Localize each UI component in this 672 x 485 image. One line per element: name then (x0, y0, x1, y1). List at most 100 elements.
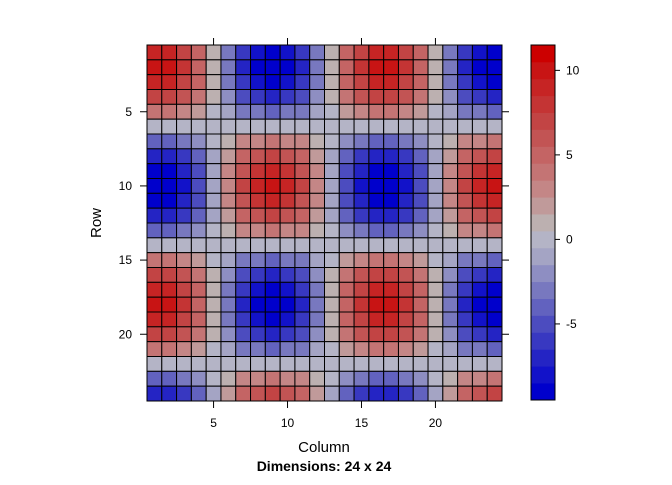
heatmap-cell (383, 341, 399, 358)
heatmap-cell (205, 59, 222, 76)
x-tick-label: 10 (281, 416, 295, 430)
heatmap-cell (442, 237, 459, 254)
heatmap-cell (471, 237, 488, 254)
heatmap-cell (427, 207, 444, 224)
heatmap-cell (309, 207, 325, 224)
heatmap-cell (161, 281, 178, 298)
heatmap-cell (279, 341, 296, 358)
heatmap-cell (190, 44, 207, 61)
heatmap-cell (146, 207, 163, 224)
heatmap-cell (383, 59, 399, 76)
heatmap-cell (471, 326, 488, 343)
heatmap-cell (309, 296, 325, 313)
colorbar-segment (531, 214, 555, 232)
heatmap-cell (146, 311, 163, 328)
heatmap-cell (294, 222, 311, 239)
heatmap-cell (427, 44, 444, 61)
heatmap-cell (309, 267, 325, 283)
heatmap-cell (383, 267, 399, 283)
colorbar-segment (531, 129, 555, 147)
heatmap-cell (309, 281, 325, 298)
heatmap-cell (324, 118, 340, 135)
heatmap-cell (442, 163, 459, 179)
heatmap-cell (205, 89, 222, 105)
colorbar-segment (531, 163, 555, 181)
heatmap-cell (397, 370, 414, 387)
heatmap-cell (338, 356, 355, 372)
chart-subtitle: Dimensions: 24 x 24 (257, 458, 392, 474)
heatmap-cell (368, 118, 385, 135)
heatmap-cell (486, 267, 503, 283)
heatmap-cell (397, 148, 414, 165)
heatmap-cell (353, 341, 370, 358)
heatmap-cell (427, 118, 444, 135)
heatmap-cell (383, 103, 399, 120)
heatmap-cell (324, 356, 340, 372)
heatmap-cell (190, 103, 207, 120)
heatmap-cell (383, 118, 399, 135)
heatmap-cell (294, 207, 311, 224)
colorbar-segment (531, 95, 555, 114)
heatmap-cell (471, 178, 488, 194)
heatmap-cell (235, 178, 252, 194)
heatmap-cell (309, 59, 325, 76)
heatmap-cell (146, 385, 163, 402)
heatmap-cell (264, 133, 281, 150)
x-tick-label: 15 (355, 416, 369, 430)
heatmap-cell (412, 267, 429, 283)
heatmap-cell (412, 281, 429, 298)
heatmap-cell (190, 118, 207, 135)
heatmap-cell (279, 178, 296, 194)
heatmap-cell (190, 341, 207, 358)
heatmap-cell (383, 148, 399, 165)
heatmap-cell (412, 385, 429, 402)
heatmap-cell (146, 296, 163, 313)
heatmap-cell (486, 356, 503, 372)
heatmap-cell (442, 267, 459, 283)
heatmap-cell (279, 281, 296, 298)
colorbar-segment (531, 264, 555, 283)
heatmap-cell (353, 89, 370, 105)
heatmap-cell (309, 89, 325, 105)
colorbar-frame (530, 44, 556, 401)
heatmap-cell (250, 222, 266, 239)
heatmap-cell (250, 163, 266, 179)
heatmap-cell (235, 237, 252, 254)
y-tick-label: 15 (119, 253, 133, 267)
colorbar-tick-label: 5 (566, 148, 573, 162)
heatmap-cell (205, 103, 222, 120)
heatmap-cell (457, 178, 473, 194)
heatmap-cell (486, 59, 503, 76)
heatmap-cell (338, 341, 355, 358)
colorbar-segment (531, 383, 555, 401)
heatmap-cell (486, 222, 503, 239)
heatmap-cell (309, 326, 325, 343)
heatmap-cell (279, 370, 296, 387)
heatmap-cell (338, 118, 355, 135)
heatmap-cell (324, 370, 340, 387)
heatmap-cell (457, 89, 473, 105)
heatmap-cell (338, 163, 355, 179)
colorbar-segment (531, 349, 555, 367)
heatmap-cell (353, 311, 370, 328)
heatmap-cell (471, 311, 488, 328)
heatmap-cell (205, 44, 222, 61)
heatmap-cell (397, 59, 414, 76)
heatmap-cell (471, 59, 488, 76)
heatmap-cell (161, 192, 178, 209)
heatmap-cell (397, 44, 414, 61)
heatmap-cell (279, 267, 296, 283)
heatmap-cell (309, 237, 325, 254)
heatmap-cell (324, 59, 340, 76)
heatmap-cell (146, 133, 163, 150)
heatmap-cell (176, 356, 192, 372)
heatmap-cell (383, 222, 399, 239)
colorbar-segment (531, 45, 555, 63)
heatmap-cell (324, 385, 340, 402)
heatmap-cell (264, 356, 281, 372)
heatmap-cell (161, 89, 178, 105)
heatmap-cell (220, 252, 237, 268)
heatmap-cell (250, 74, 266, 90)
heatmap-cell (486, 163, 503, 179)
heatmap-cell (235, 103, 252, 120)
